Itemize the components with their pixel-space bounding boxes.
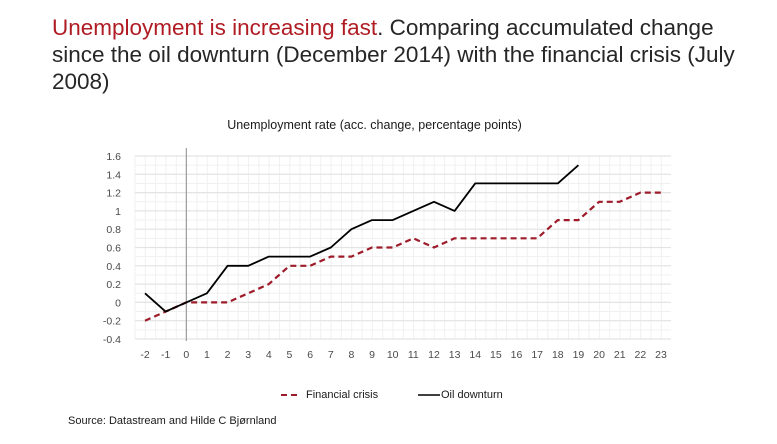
y-tick-label: 1.4 (106, 169, 121, 181)
series-line-financial-crisis (144, 191, 661, 322)
solid-line-swatch-icon (418, 394, 440, 396)
x-tick-label: 13 (449, 349, 461, 361)
grid (134, 155, 671, 340)
x-tick-label: 1 (204, 349, 210, 361)
x-tick-label: 6 (307, 349, 313, 361)
x-tick-label: 21 (614, 349, 626, 361)
x-tick-label: 7 (328, 349, 334, 361)
x-tick-label: -2 (140, 349, 149, 361)
series-line-oil-downturn (144, 164, 579, 313)
x-tick-label: 16 (511, 349, 523, 361)
x-tick-label: 5 (287, 349, 293, 361)
x-tick-label: 11 (408, 349, 419, 361)
chart-title: Unemployment rate (acc. change, percenta… (227, 118, 522, 132)
y-tick-label: 1.2 (106, 188, 121, 200)
legend-item-oil-downturn: Oil downturn (418, 389, 503, 401)
x-tick-label: 4 (266, 349, 272, 361)
series-group (144, 164, 661, 322)
legend-label-financial-crisis: Financial crisis (306, 389, 379, 401)
y-tick-label: 0.4 (106, 261, 121, 273)
x-tick-label: -1 (161, 349, 170, 361)
y-tick-label: -0.2 (103, 316, 121, 328)
y-tick-label: 1 (115, 206, 121, 218)
x-tick-label: 12 (428, 349, 440, 361)
y-tick-label: 0 (115, 297, 121, 309)
x-tick-label: 23 (655, 349, 667, 361)
x-tick-label: 0 (183, 349, 189, 361)
legend-item-financial-crisis: Financial crisis (280, 389, 378, 401)
x-tick-label: 10 (387, 349, 399, 361)
x-axis-ticks: -2 -1 0 1 2 3 4 5 6 7 8 9 10 11 12 13 14 15 16 17 18 19 20 21 22… (140, 349, 667, 361)
y-tick-label: 0.8 (106, 224, 121, 236)
y-axis-ticks: 1.6 1.4 1.2 1 0.8 0.6 0.4 0.2 0 -0.2 -0.4 (103, 151, 121, 346)
y-tick-label: 0.2 (106, 279, 121, 291)
headline: Unemployment is increasing fast. Compari… (52, 14, 752, 95)
x-tick-label: 18 (552, 349, 564, 361)
x-tick-label: 17 (531, 349, 543, 361)
source-note: Source: Datastream and Hilde C Bjørnland (68, 415, 277, 427)
y-tick-label: -0.4 (103, 334, 121, 346)
x-tick-label: 22 (635, 349, 647, 361)
x-tick-label: 3 (245, 349, 251, 361)
x-tick-label: 9 (369, 349, 375, 361)
headline-rest: . Comparing accumulated change since the… (52, 15, 735, 94)
y-tick-label: 0.6 (106, 243, 121, 255)
x-tick-label: 19 (573, 349, 585, 361)
headline-accent: Unemployment is increasing fast (52, 15, 378, 40)
x-tick-label: 8 (348, 349, 354, 361)
x-tick-label: 2 (225, 349, 231, 361)
dashed-line-swatch-icon (281, 394, 301, 396)
legend-label-oil-downturn: Oil downturn (441, 389, 503, 401)
y-tick-label: 1.6 (106, 151, 121, 163)
x-tick-label: 20 (593, 349, 605, 361)
x-tick-label: 15 (490, 349, 502, 361)
x-tick-label: 14 (469, 349, 481, 361)
